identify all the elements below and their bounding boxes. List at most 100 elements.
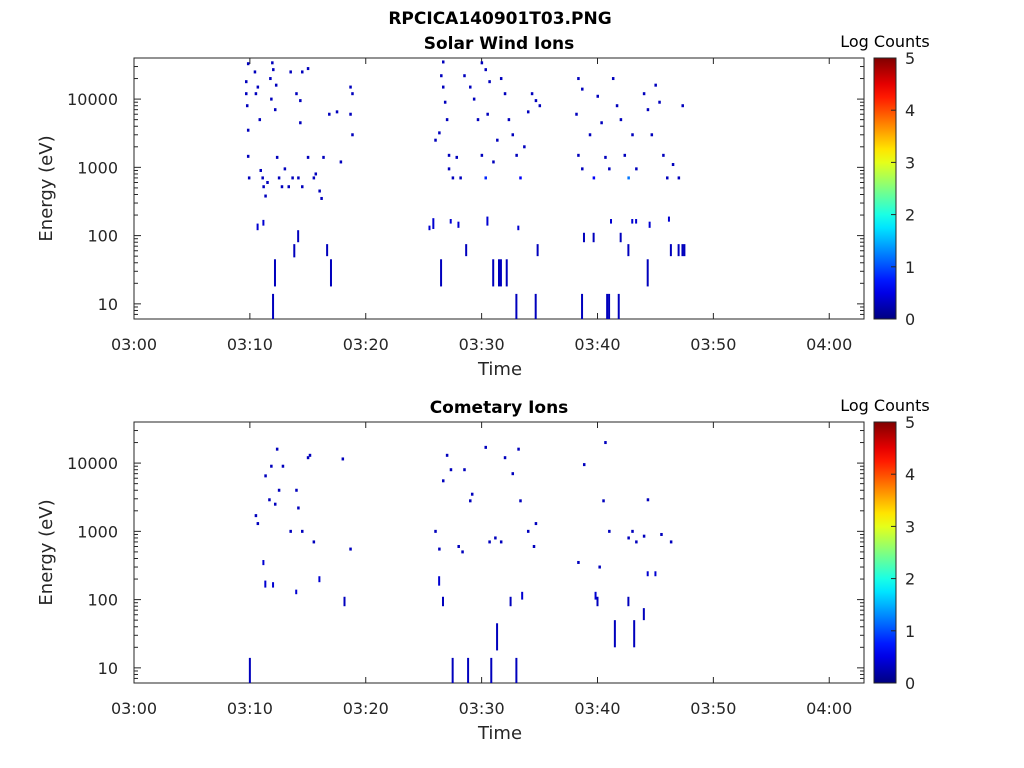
data-point bbox=[681, 104, 684, 108]
x-tick-label: 03:20 bbox=[343, 699, 389, 718]
data-point bbox=[671, 163, 675, 167]
data-point bbox=[447, 167, 451, 171]
data-bar bbox=[509, 596, 512, 607]
data-bar bbox=[262, 560, 265, 566]
data-point bbox=[503, 92, 507, 96]
data-point bbox=[312, 176, 316, 180]
data-bar bbox=[635, 219, 638, 224]
data-bar bbox=[486, 216, 489, 226]
data-point bbox=[318, 189, 321, 193]
data-point bbox=[264, 474, 267, 478]
x-tick-label: 03:00 bbox=[111, 335, 157, 354]
data-point bbox=[519, 176, 522, 180]
data-point bbox=[503, 456, 507, 460]
data-point bbox=[306, 67, 310, 71]
data-point bbox=[642, 534, 646, 538]
data-bar bbox=[272, 293, 275, 319]
data-point bbox=[669, 540, 673, 544]
data-point bbox=[472, 97, 476, 101]
data-bar bbox=[581, 293, 584, 319]
data-point bbox=[581, 167, 584, 171]
data-point bbox=[642, 92, 646, 96]
panel-title: Solar Wind Ions bbox=[424, 34, 575, 54]
data-point bbox=[434, 138, 437, 142]
data-point bbox=[577, 560, 580, 564]
data-point bbox=[297, 176, 300, 180]
data-point bbox=[604, 155, 607, 159]
data-point bbox=[484, 68, 487, 72]
data-point bbox=[269, 77, 272, 81]
data-bar bbox=[627, 244, 630, 257]
data-bar bbox=[606, 293, 609, 319]
data-bar bbox=[610, 219, 613, 224]
data-point bbox=[264, 194, 267, 198]
data-point bbox=[306, 155, 310, 159]
y-tick-label: 100 bbox=[87, 591, 118, 610]
data-point bbox=[511, 472, 515, 476]
data-point bbox=[588, 133, 592, 137]
data-point bbox=[484, 176, 487, 180]
data-bar bbox=[457, 221, 460, 228]
data-point bbox=[314, 172, 318, 176]
data-point bbox=[320, 196, 323, 200]
data-point bbox=[646, 498, 650, 502]
data-point bbox=[322, 155, 325, 159]
data-point bbox=[526, 529, 530, 533]
data-point bbox=[440, 74, 443, 78]
data-bar bbox=[449, 219, 452, 224]
data-bar bbox=[515, 293, 518, 319]
data-point bbox=[341, 457, 345, 461]
data-point bbox=[526, 110, 530, 114]
y-axis-label: Energy (eV) bbox=[36, 135, 57, 241]
panel-title: Cometary Ions bbox=[430, 398, 569, 418]
data-point bbox=[301, 529, 304, 533]
data-bar bbox=[490, 657, 493, 683]
data-bar bbox=[248, 657, 251, 683]
y-axis-label: Energy (eV) bbox=[36, 499, 57, 605]
data-point bbox=[299, 99, 302, 103]
data-point bbox=[457, 544, 460, 548]
data-point bbox=[463, 74, 466, 78]
data-point bbox=[270, 464, 273, 468]
data-point bbox=[445, 453, 449, 457]
data-point bbox=[451, 176, 455, 180]
data-point bbox=[577, 77, 580, 81]
data-point bbox=[273, 108, 277, 112]
x-axis-label: Time bbox=[477, 723, 522, 744]
data-bar bbox=[596, 596, 599, 607]
data-point bbox=[662, 153, 665, 157]
data-point bbox=[480, 61, 484, 65]
data-bar bbox=[642, 608, 645, 621]
data-point bbox=[438, 547, 441, 551]
data-point bbox=[289, 70, 292, 74]
colorbar bbox=[873, 421, 897, 684]
colorbar-tick-label: 2 bbox=[905, 206, 915, 225]
data-point bbox=[577, 153, 580, 157]
data-point bbox=[351, 133, 354, 137]
data-point bbox=[261, 176, 264, 180]
data-point bbox=[488, 80, 491, 84]
data-point bbox=[268, 498, 271, 502]
x-tick-label: 03:40 bbox=[574, 335, 620, 354]
x-tick-label: 03:30 bbox=[459, 335, 505, 354]
data-point bbox=[511, 133, 515, 137]
data-point bbox=[441, 60, 445, 64]
data-bar bbox=[681, 244, 684, 257]
data-point bbox=[447, 153, 451, 157]
data-point bbox=[534, 99, 538, 103]
data-point bbox=[635, 167, 638, 171]
data-point bbox=[281, 464, 285, 468]
data-bar bbox=[262, 219, 265, 226]
y-tick-label: 1000 bbox=[77, 522, 118, 541]
y-tick-label: 10000 bbox=[67, 90, 118, 109]
data-bar bbox=[617, 293, 620, 319]
data-point bbox=[494, 536, 497, 540]
data-point bbox=[615, 104, 619, 108]
data-point bbox=[484, 445, 487, 449]
data-point bbox=[461, 550, 464, 554]
data-point bbox=[245, 104, 249, 108]
data-point bbox=[470, 492, 474, 496]
data-point bbox=[445, 118, 449, 122]
data-bar bbox=[256, 223, 259, 231]
